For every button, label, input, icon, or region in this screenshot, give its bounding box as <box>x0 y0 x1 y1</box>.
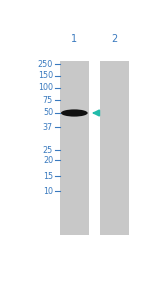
Text: 1: 1 <box>71 34 77 44</box>
Text: 50: 50 <box>43 108 53 117</box>
Text: 250: 250 <box>38 60 53 69</box>
Text: 10: 10 <box>43 187 53 196</box>
Text: 15: 15 <box>43 172 53 181</box>
Text: 20: 20 <box>43 156 53 165</box>
Text: 37: 37 <box>43 123 53 132</box>
Ellipse shape <box>61 109 88 117</box>
Text: 2: 2 <box>111 34 117 44</box>
Bar <box>60 61 88 235</box>
Text: 150: 150 <box>38 71 53 80</box>
Text: 100: 100 <box>38 83 53 92</box>
Text: 25: 25 <box>43 146 53 155</box>
Text: 75: 75 <box>43 96 53 105</box>
Bar <box>100 61 129 235</box>
